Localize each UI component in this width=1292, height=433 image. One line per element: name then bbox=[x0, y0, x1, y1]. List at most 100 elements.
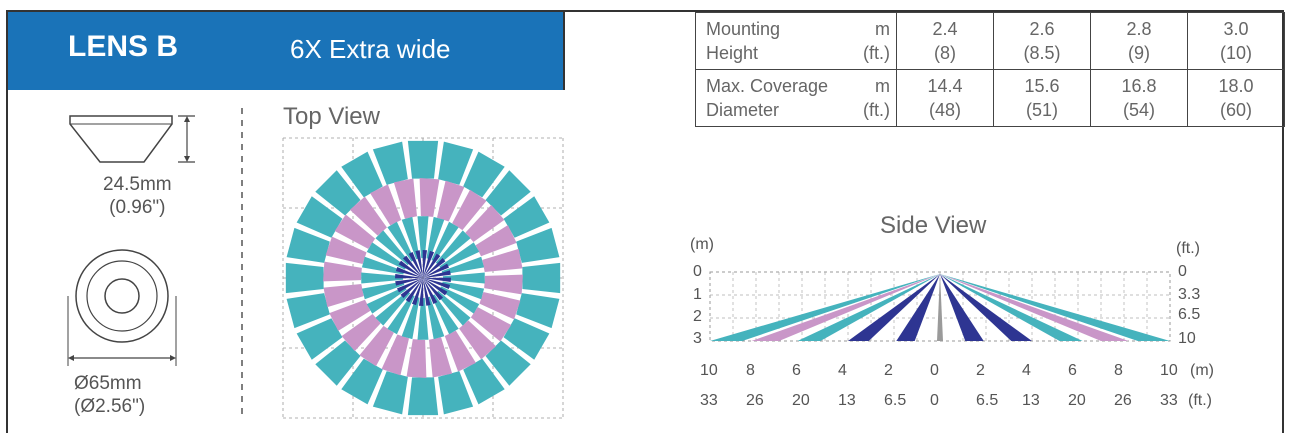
distance-m-label: 8 bbox=[746, 362, 755, 379]
detection-zone bbox=[426, 216, 445, 260]
detection-beam bbox=[710, 274, 940, 341]
detection-zone bbox=[522, 262, 561, 294]
distance-ft-label: 13 bbox=[1022, 392, 1040, 409]
detection-zone bbox=[395, 273, 423, 279]
right-axis-unit: (ft.) bbox=[1176, 240, 1200, 257]
lens-diameter-label: Ø65mm (Ø2.56") bbox=[74, 373, 146, 417]
distance-ft-label: 6.5 bbox=[976, 392, 999, 409]
table-cell: 15.6 (51) bbox=[993, 69, 1091, 127]
left-tick: 3 bbox=[693, 330, 702, 347]
distance-ft-unit: (ft.) bbox=[1188, 392, 1212, 409]
detection-zone bbox=[485, 170, 531, 216]
detection-zone bbox=[408, 251, 423, 278]
detection-beam bbox=[896, 274, 940, 341]
detection-zone bbox=[401, 296, 420, 340]
lens-front-drawing bbox=[67, 249, 177, 366]
distance-m-label: 2 bbox=[976, 362, 985, 379]
banner-divider bbox=[563, 12, 565, 90]
distance-ft-label: 0 bbox=[930, 392, 939, 409]
detection-zone bbox=[435, 290, 471, 326]
detection-zone bbox=[516, 293, 560, 329]
panel-frame bbox=[6, 10, 1284, 433]
detection-zone bbox=[286, 227, 330, 263]
detection-zone bbox=[407, 140, 439, 179]
detection-zone bbox=[372, 371, 408, 415]
detection-zone bbox=[285, 262, 324, 294]
detection-beam bbox=[940, 274, 1032, 341]
detection-zone bbox=[396, 278, 423, 293]
detection-zone bbox=[372, 141, 408, 185]
detection-zone bbox=[418, 278, 424, 306]
side-view-title: Side View bbox=[880, 212, 987, 239]
detection-zone bbox=[341, 358, 383, 405]
detection-zone bbox=[393, 178, 418, 219]
detection-zone bbox=[423, 250, 435, 278]
detection-zone bbox=[375, 290, 411, 326]
detection-zone bbox=[423, 263, 450, 278]
distance-m-label: 8 bbox=[1114, 362, 1123, 379]
detection-zone bbox=[417, 297, 429, 340]
detection-zone bbox=[323, 283, 364, 308]
detection-zone bbox=[423, 278, 448, 296]
lens-banner: LENS B 6X Extra wide bbox=[8, 12, 563, 90]
distance-m-label: 6 bbox=[1068, 362, 1077, 379]
detection-zone bbox=[387, 294, 415, 335]
distance-m-label: 6 bbox=[792, 362, 801, 379]
detection-zone bbox=[431, 221, 459, 262]
table-row: Max. Coverage Diameter m (ft.) 14.4 (48) 15… bbox=[695, 69, 1285, 127]
detection-zone bbox=[375, 230, 411, 266]
table-row: Mounting Height m (ft.) 2.4 (8) 2.6 (8.5) 2.… bbox=[695, 12, 1285, 70]
table-cell: 2.4 (8) bbox=[896, 12, 994, 70]
detection-zone bbox=[400, 278, 423, 299]
table-cell: 14.4 (48) bbox=[896, 69, 994, 127]
detection-zone bbox=[406, 339, 427, 378]
detection-zone bbox=[423, 278, 431, 306]
distance-m-label: 10 bbox=[700, 362, 718, 379]
table-cell: 3.0 (10) bbox=[1187, 12, 1285, 70]
detection-zone bbox=[411, 278, 423, 306]
detection-zone bbox=[398, 260, 423, 278]
right-tick: 6.5 bbox=[1178, 306, 1201, 323]
detection-zone bbox=[475, 225, 517, 257]
detection-zone bbox=[439, 242, 480, 270]
detection-zone bbox=[442, 272, 485, 284]
right-tick: 0 bbox=[1178, 263, 1187, 280]
left-axis-unit: (m) bbox=[690, 236, 714, 253]
distance-ft-label: 33 bbox=[1160, 392, 1178, 409]
distance-ft-label: 6.5 bbox=[884, 392, 907, 409]
detection-zone bbox=[349, 196, 387, 236]
lens-profile-drawing bbox=[69, 115, 195, 163]
detection-zone bbox=[361, 281, 405, 300]
distance-ft-label: 20 bbox=[792, 392, 810, 409]
distance-ft-label: 26 bbox=[746, 392, 764, 409]
detection-zone bbox=[428, 337, 453, 378]
detection-zone bbox=[366, 286, 407, 314]
detection-zone bbox=[423, 278, 438, 305]
detection-zone bbox=[422, 250, 428, 278]
top-view-title: Top View bbox=[283, 103, 380, 130]
detection-zone bbox=[423, 257, 446, 278]
detection-beam bbox=[848, 274, 940, 341]
detection-zone bbox=[439, 286, 480, 314]
left-tick: 1 bbox=[693, 286, 702, 303]
detection-zone bbox=[329, 299, 371, 331]
detection-zone bbox=[435, 230, 471, 266]
detection-zone bbox=[423, 253, 441, 278]
detection-zone bbox=[463, 358, 505, 405]
detection-zone bbox=[503, 196, 550, 238]
detection-zone bbox=[341, 314, 381, 352]
detection-zone bbox=[423, 270, 451, 278]
distance-ft-label: 33 bbox=[700, 392, 718, 409]
distance-m-unit: (m) bbox=[1190, 362, 1214, 379]
row-unit: m (ft.) bbox=[852, 12, 897, 70]
spec-table: Mounting Height m (ft.) 2.4 (8) 2.6 (8.5) 2.… bbox=[695, 12, 1285, 127]
detection-zone bbox=[361, 256, 405, 275]
detection-zone bbox=[415, 250, 423, 278]
detection-zone bbox=[417, 216, 429, 259]
distance-ft-label: 20 bbox=[1068, 392, 1086, 409]
detection-zone bbox=[286, 293, 330, 329]
side-view-diagram bbox=[709, 271, 1171, 342]
lens-height-label: 24.5mm (0.96") bbox=[103, 174, 172, 218]
detection-zone bbox=[459, 320, 497, 360]
detection-zone bbox=[387, 221, 415, 262]
